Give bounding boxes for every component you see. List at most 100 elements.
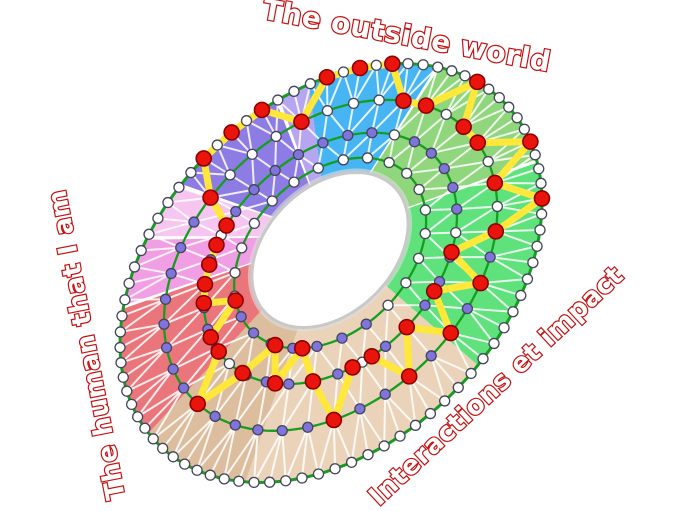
grid-node[interactable] [401,167,413,179]
grid-node[interactable] [360,318,372,330]
grid-node[interactable] [378,440,390,452]
grid-node[interactable] [447,181,459,194]
grid-node[interactable] [424,407,437,420]
profile-node[interactable] [195,294,213,312]
grid-node[interactable] [280,475,292,487]
grid-node[interactable] [224,169,236,181]
grid-node[interactable] [336,332,348,344]
grid-node[interactable] [252,424,264,436]
grid-node[interactable] [379,340,392,352]
grid-node[interactable] [230,205,242,218]
grid-node[interactable] [296,472,308,484]
grid-node[interactable] [264,476,276,488]
grid-node[interactable] [425,147,437,159]
grid-node[interactable] [507,306,519,318]
grid-node[interactable] [114,326,127,338]
grid-node[interactable] [535,177,547,189]
grid-node[interactable] [361,152,374,164]
profile-node[interactable] [442,324,460,342]
grid-node[interactable] [283,378,295,390]
grid-node[interactable] [417,59,429,71]
grid-node[interactable] [345,456,358,468]
profile-node[interactable] [253,101,271,119]
grid-node[interactable] [354,403,366,415]
profile-node[interactable] [318,68,336,86]
grid-node[interactable] [312,468,325,480]
profile-node[interactable] [202,189,219,206]
grid-node[interactable] [394,430,406,442]
profile-node[interactable] [189,395,207,413]
profile-node[interactable] [266,336,284,354]
grid-node[interactable] [159,293,172,305]
grid-node[interactable] [531,240,543,252]
grid-node[interactable] [383,156,395,169]
profile-node[interactable] [202,328,220,346]
grid-node[interactable] [246,148,258,160]
grid-node[interactable] [419,227,431,240]
grid-node[interactable] [440,108,452,120]
profile-node[interactable] [293,339,311,357]
grid-node[interactable] [229,267,241,279]
profile-node[interactable] [455,118,472,136]
grid-node[interactable] [412,252,425,264]
grid-node[interactable] [337,154,349,166]
grid-node[interactable] [173,181,185,193]
grid-node[interactable] [128,261,141,273]
profile-node[interactable] [223,124,240,141]
grid-node[interactable] [511,112,523,124]
grid-node[interactable] [177,382,190,394]
grid-node[interactable] [438,162,450,175]
grid-node[interactable] [158,318,170,330]
grid-node[interactable] [125,398,138,411]
profile-node[interactable] [522,133,539,150]
grid-node[interactable] [119,294,131,306]
grid-node[interactable] [235,311,247,323]
grid-node[interactable] [332,368,344,380]
grid-node[interactable] [162,196,174,209]
grid-node[interactable] [152,212,164,224]
grid-node[interactable] [165,267,177,280]
grid-node[interactable] [362,449,374,461]
grid-node[interactable] [498,322,510,334]
grid-node[interactable] [379,388,391,400]
grid-node[interactable] [482,155,494,168]
grid-node[interactable] [518,123,531,135]
profile-node[interactable] [469,134,487,151]
profile-node[interactable] [200,256,218,273]
grid-node[interactable] [402,57,414,70]
grid-node[interactable] [312,162,324,174]
grid-node[interactable] [114,341,126,354]
grid-node[interactable] [288,85,300,97]
profile-node[interactable] [425,282,443,300]
grid-node[interactable] [337,66,350,78]
grid-node[interactable] [276,424,288,437]
profile-node[interactable] [234,364,251,382]
profile-node[interactable] [400,368,418,385]
grid-node[interactable] [135,244,147,257]
grid-node[interactable] [179,458,191,470]
grid-node[interactable] [233,475,245,487]
profile-node[interactable] [443,243,460,261]
grid-node[interactable] [143,228,155,240]
profile-node[interactable] [325,411,343,429]
grid-node[interactable] [288,176,300,188]
grid-node[interactable] [131,411,144,423]
grid-node[interactable] [503,101,515,113]
grid-node[interactable] [535,208,548,220]
grid-node[interactable] [317,137,329,149]
grid-node[interactable] [342,129,354,142]
grid-node[interactable] [123,277,135,290]
grid-node[interactable] [292,148,305,161]
profile-node[interactable] [304,373,322,390]
grid-node[interactable] [439,395,451,407]
grid-node[interactable] [533,163,545,175]
grid-node[interactable] [484,251,496,263]
grid-node[interactable] [270,130,282,143]
grid-node[interactable] [247,327,260,339]
profile-node[interactable] [417,97,435,114]
grid-node[interactable] [167,451,179,463]
profile-node[interactable] [266,375,284,392]
grid-node[interactable] [515,289,527,302]
grid-node[interactable] [432,61,444,73]
profile-node[interactable] [363,347,381,365]
